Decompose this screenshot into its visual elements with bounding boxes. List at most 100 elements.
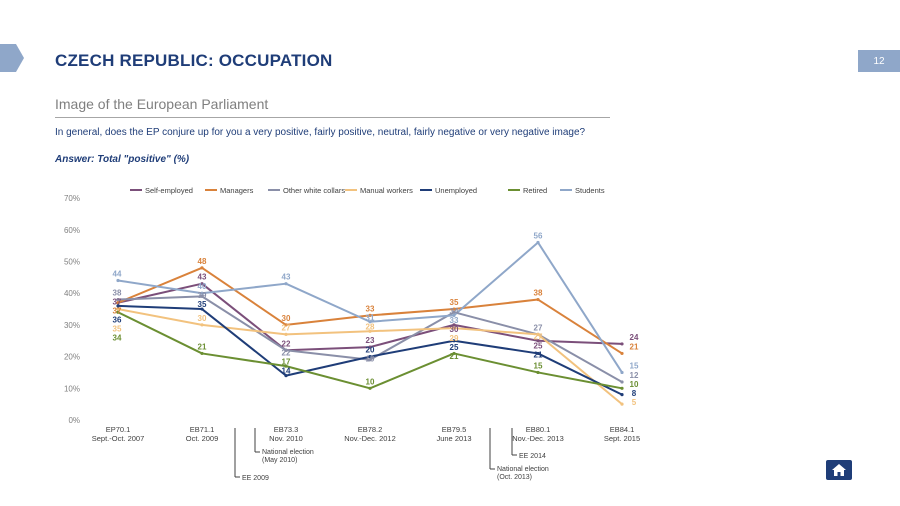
y-tick-label: 50% — [64, 258, 80, 267]
data-point — [620, 402, 624, 406]
data-point — [536, 339, 540, 343]
data-point — [200, 291, 204, 295]
x-tick-label: Sept. 2015 — [604, 434, 640, 443]
data-point — [452, 307, 456, 311]
data-label: 25 — [450, 343, 459, 352]
data-point — [116, 301, 120, 305]
data-point — [620, 380, 624, 384]
data-label: 43 — [198, 273, 207, 282]
data-point — [452, 351, 456, 356]
data-point — [620, 342, 624, 346]
data-point — [116, 304, 120, 308]
data-label: 43 — [282, 273, 291, 282]
data-label: 27 — [282, 323, 291, 332]
data-label: 34 — [113, 334, 122, 343]
data-label: 44 — [113, 270, 122, 279]
data-label: 29 — [450, 334, 459, 343]
data-point — [284, 348, 288, 352]
data-label: 12 — [630, 371, 639, 380]
data-point — [536, 332, 540, 337]
home-icon — [832, 464, 846, 476]
data-label: 39 — [198, 291, 207, 300]
data-label: 30 — [450, 325, 459, 334]
data-point — [368, 386, 372, 390]
data-point — [620, 370, 624, 375]
data-label: 27 — [534, 323, 543, 332]
data-point — [284, 332, 288, 337]
data-point — [452, 326, 456, 330]
data-point — [116, 278, 120, 283]
data-label: 21 — [630, 342, 639, 351]
data-label: 30 — [282, 314, 291, 323]
data-label: 40 — [198, 282, 207, 291]
data-point — [116, 297, 120, 302]
data-label: 30 — [198, 314, 207, 323]
annotation-label: National election — [262, 449, 314, 456]
data-label: 23 — [366, 336, 375, 345]
data-label: 35 — [198, 300, 207, 309]
legend-label: Managers — [220, 186, 254, 195]
x-tick-label: Oct. 2009 — [186, 434, 219, 443]
annotation-label: (May 2010) — [262, 457, 297, 464]
y-tick-label: 70% — [64, 194, 80, 203]
data-point — [452, 310, 456, 314]
data-point — [452, 339, 456, 343]
y-tick-label: 40% — [64, 289, 80, 298]
home-button[interactable] — [826, 460, 852, 480]
data-label: 21 — [198, 342, 207, 351]
legend-label: Retired — [523, 186, 547, 195]
x-tick-label: EB84.1 — [610, 425, 635, 434]
data-label: 10 — [630, 380, 639, 389]
data-label: 31 — [366, 313, 375, 322]
data-point — [368, 320, 372, 324]
nav-arrow-icon — [0, 44, 24, 72]
annotation-label: EE 2014 — [519, 453, 546, 460]
data-point — [200, 294, 204, 298]
data-label: 17 — [282, 357, 291, 366]
data-point — [536, 240, 540, 245]
data-point — [536, 370, 540, 375]
y-tick-label: 30% — [64, 321, 80, 330]
x-tick-label: June 2013 — [436, 434, 471, 443]
x-tick-label: EB78.2 — [358, 425, 383, 434]
data-point — [452, 313, 456, 317]
data-label: 22 — [282, 348, 291, 357]
data-label: 10 — [366, 377, 375, 386]
data-point — [620, 393, 624, 397]
data-point — [200, 307, 204, 311]
data-label: 33 — [450, 316, 459, 325]
data-label: 36 — [113, 316, 122, 325]
legend-label: Self-employed — [145, 186, 193, 195]
answer-text: Answer: Total "positive" (%) — [55, 154, 190, 165]
data-label: 19 — [366, 355, 375, 364]
annotation-label: (Oct. 2013) — [497, 474, 532, 481]
x-tick-label: EB71.1 — [190, 425, 215, 434]
page-title: CZECH REPUBLIC: OCCUPATION — [55, 51, 333, 70]
data-point — [116, 310, 120, 314]
subtitle: Image of the European Parliament — [55, 96, 269, 112]
legend-label: Students — [575, 186, 605, 195]
data-label: 15 — [534, 361, 543, 370]
data-point — [620, 386, 624, 390]
data-label: 15 — [630, 361, 639, 370]
y-tick-label: 20% — [64, 353, 80, 362]
data-label: 8 — [632, 389, 637, 398]
data-point — [200, 323, 204, 327]
data-label: 37 — [113, 298, 122, 307]
x-tick-label: EB79.5 — [442, 425, 467, 434]
x-tick-label: EP70.1 — [106, 425, 131, 434]
data-label: 38 — [534, 289, 543, 298]
x-tick-label: Nov. 2010 — [269, 434, 303, 443]
data-point — [284, 374, 288, 378]
data-label: 34 — [450, 307, 459, 316]
data-label: 22 — [282, 339, 291, 348]
x-tick-label: EB73.3 — [274, 425, 299, 434]
divider — [55, 117, 610, 118]
annotation-label: National election — [497, 466, 549, 473]
data-label: 48 — [198, 257, 207, 266]
data-point — [116, 307, 120, 311]
nav-tab-arrow[interactable] — [0, 44, 24, 72]
data-point — [200, 282, 204, 286]
data-point — [536, 297, 540, 302]
data-label: 5 — [632, 398, 637, 407]
